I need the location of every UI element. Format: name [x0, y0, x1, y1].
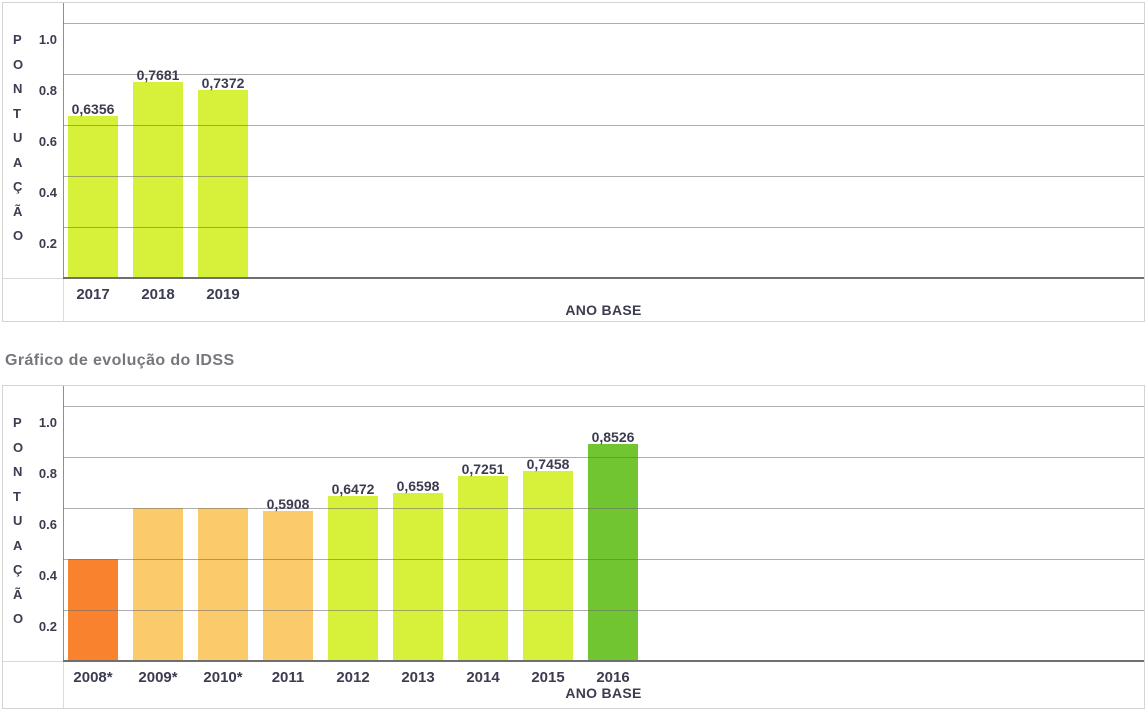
y-tick-label: 1.0: [38, 415, 57, 431]
gridline: [63, 227, 1144, 229]
y-tick-label: 0.8: [38, 466, 57, 482]
bar-2014: [458, 476, 508, 661]
gridline: [63, 23, 1144, 25]
x-tick-label: 2010*: [203, 669, 243, 686]
x-tick-label: 2018: [141, 286, 175, 303]
y-tick-label: 0.2: [38, 236, 57, 252]
y-axis-letter: Ã: [13, 203, 23, 219]
y-tick-label: 0.2: [38, 619, 57, 635]
x-axis-line: [63, 277, 1144, 279]
y-axis-letter: U: [13, 513, 23, 528]
x-tick-label: 2019: [206, 286, 240, 303]
bar-value-label: 0,6356: [71, 101, 115, 118]
bar-value-label: 0,7251: [461, 461, 505, 478]
y-axis-letter: U: [13, 130, 23, 145]
bar-value-label: 0,5908: [266, 495, 310, 512]
x-axis-line: [63, 660, 1144, 662]
x-axis-title: ANO BASE: [565, 302, 642, 318]
y-tick-label: 0.6: [38, 134, 57, 150]
bar-2012: [328, 496, 378, 661]
bar-value-label: 0,7681: [136, 67, 180, 84]
y-axis-letter: Ã: [13, 586, 23, 602]
x-tick-label: 2015: [531, 669, 565, 686]
x-tick-label: 2008*: [73, 669, 113, 686]
y-axis-line-lower: [63, 661, 64, 708]
y-axis-letter: Ç: [13, 562, 23, 577]
x-axis-line-left-segment: [3, 278, 63, 279]
x-tick-label: 2012: [336, 669, 370, 686]
gridline: [63, 559, 1144, 561]
bar-2019: [198, 90, 248, 278]
gridline: [63, 176, 1144, 178]
bar-2017: [68, 116, 118, 278]
y-axis-letter: O: [13, 439, 24, 455]
bar-2011: [263, 510, 313, 661]
bar-value-label: 0,7372: [201, 75, 245, 92]
y-axis-line: [63, 3, 64, 278]
bar-2018: [133, 82, 183, 278]
x-tick-label: 2009*: [138, 669, 178, 686]
y-axis-letter: N: [13, 81, 23, 96]
bar-2015: [523, 471, 573, 661]
bar-value-label: 0,7458: [526, 456, 570, 473]
gridline: [63, 406, 1144, 408]
gridline: [63, 508, 1144, 510]
section-title: Gráfico de evolução do IDSS: [5, 352, 235, 369]
y-axis-line: [63, 386, 64, 661]
y-axis-letter: P: [13, 415, 22, 430]
x-tick-label: 2011: [271, 669, 305, 686]
x-axis-title: ANO BASE: [565, 685, 642, 701]
y-tick-label: 0.8: [38, 83, 57, 99]
gridline: [63, 457, 1144, 459]
bar-2013: [393, 493, 443, 661]
idss-evolution-chart-2008-2016: P O N T U A Ç Ã O 1.0 0.8 0.6 0.4 0.2 2008* 2009* 2010* 0…: [2, 385, 1145, 709]
x-axis-line-left-segment: [3, 661, 63, 662]
y-axis-letter: N: [13, 464, 23, 479]
y-axis-letter: T: [13, 488, 21, 504]
y-tick-label: 0.6: [38, 517, 57, 533]
bar-value-label: 0,6472: [331, 481, 375, 498]
y-axis-letter: Ç: [13, 179, 23, 194]
y-axis-letter: A: [13, 154, 23, 170]
gridline: [63, 610, 1144, 612]
bar-value-label: 0,6598: [396, 478, 440, 494]
y-axis-letter: O: [13, 611, 24, 626]
y-tick-label: 0.4: [38, 185, 57, 201]
x-tick-label: 2014: [466, 669, 500, 686]
x-tick-label: 2013: [401, 669, 435, 686]
gridline: [63, 125, 1144, 127]
y-axis-letter: T: [13, 105, 21, 121]
y-axis-letter: P: [13, 32, 22, 47]
bar-2009: [133, 508, 183, 661]
bar-value-label: 0,8526: [591, 428, 635, 445]
y-axis-letter: O: [13, 228, 24, 243]
bar-2016: [588, 443, 638, 661]
y-axis-letter: A: [13, 537, 23, 553]
y-axis-letter: O: [13, 56, 24, 72]
bar-2008: [68, 559, 118, 661]
gridline: [63, 74, 1144, 76]
bar-2010: [198, 508, 248, 661]
x-tick-label: 2017: [76, 286, 110, 303]
idss-chart-2017-2019: P O N T U A Ç Ã O 1.0 0.8 0.6 0.4 0.2 0,6356 2017 0,7681…: [2, 2, 1145, 322]
y-tick-label: 1.0: [38, 32, 57, 48]
x-tick-label: 2016: [596, 669, 630, 686]
y-tick-label: 0.4: [38, 568, 57, 584]
y-axis-line-lower: [63, 278, 64, 321]
